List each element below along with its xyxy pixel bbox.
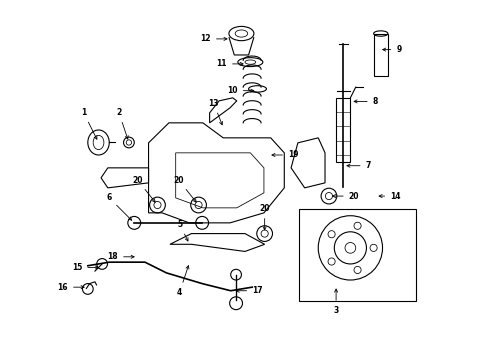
Text: 19: 19 [272,150,298,159]
Text: 20: 20 [259,204,270,230]
Text: 20: 20 [132,176,155,202]
Text: 5: 5 [177,220,188,241]
Text: 4: 4 [177,266,189,297]
Text: 16: 16 [57,283,84,292]
Bar [373,33,388,76]
Text: 9: 9 [383,45,402,54]
Text: 6: 6 [107,193,132,220]
Text: 20: 20 [173,176,196,202]
Text: 18: 18 [107,252,134,261]
Text: 8: 8 [354,97,378,106]
Text: 20: 20 [333,192,359,201]
Text: 2: 2 [116,108,128,139]
Text: 10: 10 [227,86,254,95]
Text: 1: 1 [81,108,97,139]
Text: 15: 15 [72,263,98,272]
Text: 3: 3 [334,289,339,315]
Text: 17: 17 [236,286,263,295]
Text: 14: 14 [379,192,401,201]
Text: 13: 13 [208,99,222,125]
Text: 11: 11 [217,59,243,68]
Bar [336,98,350,162]
Text: 7: 7 [347,161,371,170]
Bar [298,208,416,301]
Text: 12: 12 [200,35,227,44]
